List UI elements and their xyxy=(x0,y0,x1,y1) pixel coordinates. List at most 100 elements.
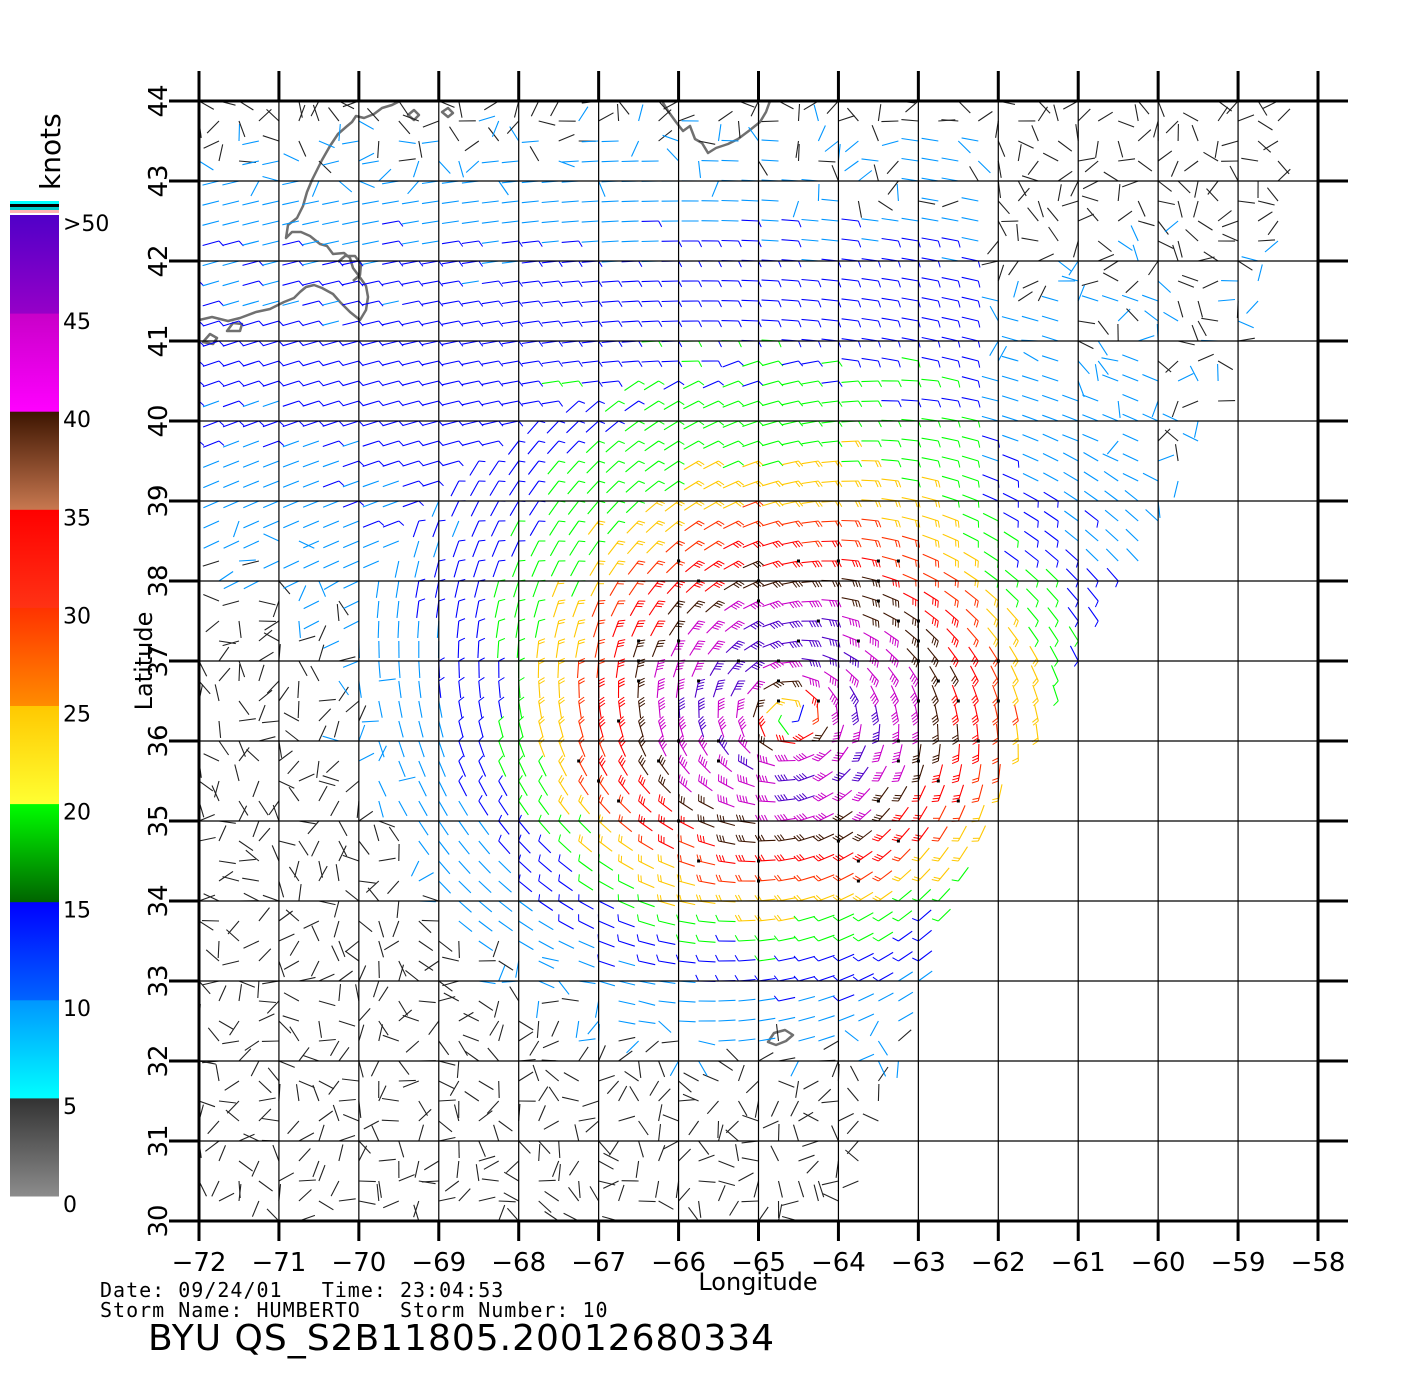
wind-barb xyxy=(402,440,419,447)
wind-barb-tick xyxy=(931,918,939,922)
wind-barb-tick xyxy=(1096,520,1099,528)
wind-barb-tick xyxy=(895,814,902,817)
wind-barb xyxy=(330,1040,340,1057)
wind-barb xyxy=(454,580,460,598)
wind-barb xyxy=(761,159,779,162)
wind-barb xyxy=(414,560,420,578)
wind-barb xyxy=(821,318,839,322)
wind-barb-tick xyxy=(952,797,960,800)
wind-barb-tick xyxy=(657,854,660,862)
wind-barb-tick xyxy=(1053,700,1059,707)
wind-barb xyxy=(982,512,999,522)
wind-barb-tick xyxy=(621,760,626,767)
wind-barb xyxy=(702,400,719,409)
wind-barb-tick xyxy=(877,460,882,468)
wind-barb xyxy=(831,1125,839,1142)
wind-barb xyxy=(497,640,500,659)
wind-barb-tick xyxy=(815,835,822,841)
wind-barb xyxy=(266,108,280,122)
wind-barb xyxy=(758,160,768,176)
wind-barb-tick xyxy=(718,600,725,605)
wind-barb xyxy=(921,277,939,282)
legend-label: 25 xyxy=(63,703,91,728)
wind-barb xyxy=(1003,531,1019,542)
wind-barb xyxy=(217,940,220,959)
wind-barb xyxy=(397,620,400,639)
wind-barb-tick xyxy=(438,300,444,307)
footer-file-name: BYU QS_S2B11805.20012680334 xyxy=(148,1318,776,1359)
wind-barb-tick xyxy=(911,780,919,783)
wind-barb-tick xyxy=(737,914,742,922)
wind-barb-tick xyxy=(952,720,959,726)
wind-barb-tick xyxy=(620,835,623,843)
wind-barb-tick xyxy=(957,480,961,488)
wind-barb-tick xyxy=(518,420,524,427)
wind-barb xyxy=(1062,394,1079,402)
wind-barb xyxy=(342,480,360,488)
wind-barb xyxy=(658,1124,662,1142)
wind-barb-tick xyxy=(1032,720,1039,726)
wind-barb-tick xyxy=(736,662,744,666)
wind-barb xyxy=(821,298,839,302)
wind-barb-tick xyxy=(658,220,663,228)
wind-barb xyxy=(243,892,260,902)
wind-barb-tick xyxy=(735,854,739,862)
wind-barb xyxy=(618,101,630,115)
wind-barb xyxy=(402,320,419,326)
wind-barb-tick xyxy=(598,440,606,444)
wind-barb xyxy=(222,400,240,408)
wind-barb xyxy=(478,680,482,698)
wind-barb-tick xyxy=(559,777,565,784)
wind-barb-tick xyxy=(656,603,664,605)
wind-barb xyxy=(818,1088,832,1102)
wind-barb-tick xyxy=(831,600,836,607)
wind-barb xyxy=(1001,355,1019,362)
wind-barb-tick xyxy=(937,260,941,268)
wind-barb xyxy=(688,1206,700,1221)
wind-barb xyxy=(442,440,459,447)
wind-barb xyxy=(402,460,419,467)
wind-barb xyxy=(382,400,399,407)
wind-barb xyxy=(777,1123,780,1142)
wind-barb xyxy=(758,997,776,1002)
wind-barb xyxy=(453,560,460,578)
wind-barb xyxy=(361,720,379,723)
wind-barb xyxy=(382,360,399,366)
wind-barb-tick xyxy=(813,936,819,942)
lat-tick-label: 41 xyxy=(144,324,174,357)
wind-barb-tick xyxy=(744,741,748,748)
wind-barb-tick xyxy=(558,696,565,702)
wind-barb xyxy=(606,480,619,494)
wind-barb-tick xyxy=(772,642,779,649)
wind-barb-tick xyxy=(774,775,779,782)
wind-barb xyxy=(288,866,300,882)
wind-barb xyxy=(421,140,439,144)
wind-barb xyxy=(821,1100,839,1104)
wind-barb-tick xyxy=(837,380,843,387)
wind-barb xyxy=(493,1000,500,1018)
wind-barb xyxy=(218,1100,236,1104)
wind-barb xyxy=(338,984,342,1002)
wind-barb xyxy=(396,900,400,918)
wind-barb xyxy=(898,889,912,902)
lon-tick-label: −62 xyxy=(971,1248,1026,1278)
wind-barb-tick xyxy=(558,716,565,722)
wind-barb-tick xyxy=(891,675,896,683)
wind-barb-tick xyxy=(538,854,541,862)
wind-barb xyxy=(358,840,370,855)
wind-barb xyxy=(199,441,200,442)
wind-barb-tick xyxy=(975,640,979,648)
wind-barb-tick xyxy=(1017,460,1020,468)
wind-barb-tick xyxy=(518,618,526,622)
wind-barb xyxy=(384,940,400,951)
wind-barb xyxy=(521,320,539,324)
wind-barb xyxy=(482,440,499,446)
wind-barb-tick xyxy=(698,894,702,902)
wind-barb xyxy=(458,700,463,718)
wind-barb xyxy=(758,1017,776,1022)
wind-barb xyxy=(735,1144,740,1162)
wind-barb-tick xyxy=(775,682,782,687)
wind-barb xyxy=(625,500,639,514)
wind-barb-tick xyxy=(876,660,879,668)
wind-barb-tick xyxy=(874,659,877,666)
